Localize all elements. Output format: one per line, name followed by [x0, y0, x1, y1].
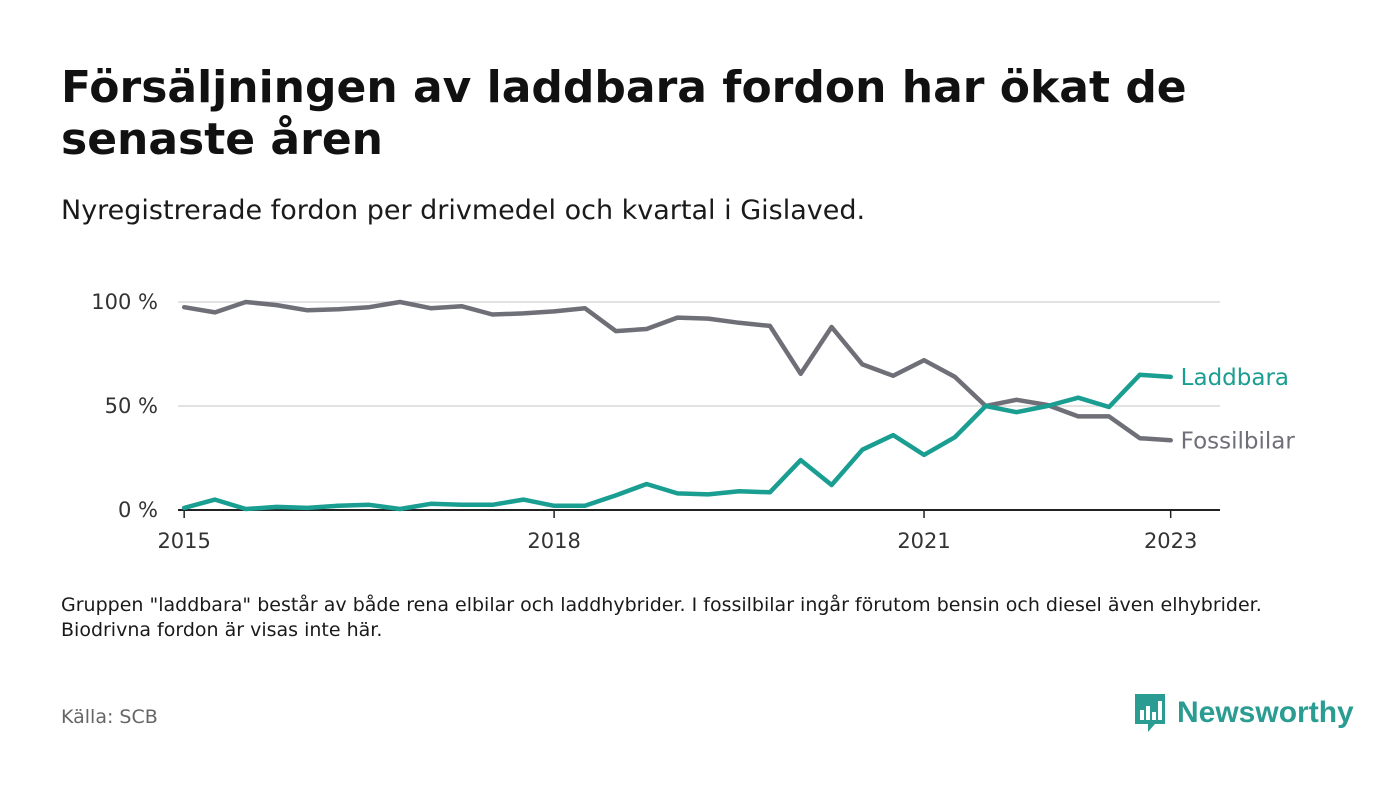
x-tick-label: 2015: [157, 529, 210, 553]
y-tick-label: 50 %: [105, 394, 158, 418]
brand-name: Newsworthy: [1177, 696, 1354, 729]
brand-logo: Newsworthy: [1133, 692, 1354, 734]
chart-title: Försäljningen av laddbara fordon har öka…: [61, 62, 1187, 165]
label-layer: 0 % 50 % 100 % 2015 2018 2021 2023 Laddbara Foss…: [91, 290, 1295, 553]
line-chart: 0 % 50 % 100 % 2015 2018 2021 2023 Laddbara Foss…: [91, 290, 1295, 553]
y-tick-label: 0 %: [118, 498, 158, 522]
x-tick-label: 2023: [1144, 529, 1197, 553]
chart-note: Gruppen "laddbara" består av både rena e…: [61, 594, 1262, 641]
series-line-laddbara: [181, 372, 1173, 512]
series-label-fossilbilar: Fossilbilar: [1181, 428, 1296, 454]
series-label-laddbara: Laddbara: [1181, 365, 1289, 391]
y-tick-label: 100 %: [91, 290, 158, 314]
series-line-fossilbilar: [181, 299, 1173, 443]
chart-subtitle: Nyregistrerade fordon per drivmedel och …: [61, 195, 866, 226]
source-text: Källa: SCB: [61, 706, 158, 728]
newsworthy-logo-icon: [1135, 694, 1165, 732]
x-tick-label: 2021: [897, 529, 950, 553]
series-layer: [181, 299, 1173, 512]
x-tick-label: 2018: [527, 529, 580, 553]
